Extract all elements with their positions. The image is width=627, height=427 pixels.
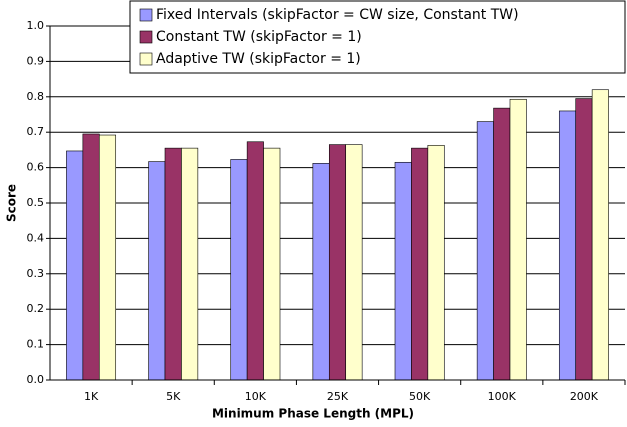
bar xyxy=(591,89,609,381)
bar xyxy=(164,147,182,381)
bar xyxy=(328,144,347,381)
y-tick-label: 0.9 xyxy=(27,54,45,67)
x-tick-label: 1K xyxy=(84,390,99,403)
y-tick-label: 0.4 xyxy=(27,231,45,244)
y-tick-label: 0.2 xyxy=(27,302,45,315)
bar xyxy=(148,161,166,381)
y-tick-label: 0.8 xyxy=(27,90,45,103)
legend-label: Fixed Intervals (skipFactor = CW size, C… xyxy=(156,7,519,23)
bar xyxy=(82,133,100,381)
x-tick-label: 50K xyxy=(409,390,431,403)
x-tick-label: 200K xyxy=(570,390,599,403)
y-tick-label: 0.5 xyxy=(27,196,45,209)
bar xyxy=(98,134,117,381)
y-axis-title: Score xyxy=(5,184,19,222)
x-axis-title: Minimum Phase Length (MPL) xyxy=(212,407,414,421)
bar xyxy=(263,147,281,381)
bar xyxy=(558,110,577,381)
bar xyxy=(246,141,264,381)
y-tick-label: 1.0 xyxy=(27,19,45,32)
y-tick-label: 0.1 xyxy=(27,338,45,351)
bar xyxy=(575,98,593,381)
legend-label: Adaptive TW (skipFactor = 1) xyxy=(156,51,361,67)
x-tick-label: 100K xyxy=(488,390,517,403)
bar xyxy=(230,159,248,381)
bar xyxy=(66,150,84,381)
bar xyxy=(493,107,511,381)
bar xyxy=(427,144,445,381)
legend-box xyxy=(129,0,626,74)
x-tick-label: 5K xyxy=(166,390,181,403)
bar xyxy=(476,121,494,381)
legend-swatch xyxy=(139,52,153,66)
y-tick-label: 0.0 xyxy=(27,373,45,386)
bar xyxy=(181,147,199,381)
x-tick-label: 10K xyxy=(245,390,267,403)
bar xyxy=(394,161,412,381)
bar xyxy=(509,98,527,381)
legend-swatch xyxy=(139,8,153,22)
y-tick-label: 0.7 xyxy=(27,125,45,138)
bar xyxy=(312,163,330,381)
x-tick-label: 25K xyxy=(327,390,349,403)
y-tick-label: 0.3 xyxy=(27,267,45,280)
bar xyxy=(345,144,363,381)
bar xyxy=(411,147,429,381)
legend-label: Constant TW (skipFactor = 1) xyxy=(156,29,362,45)
legend-swatch xyxy=(139,30,153,44)
y-tick-label: 0.6 xyxy=(27,161,45,174)
